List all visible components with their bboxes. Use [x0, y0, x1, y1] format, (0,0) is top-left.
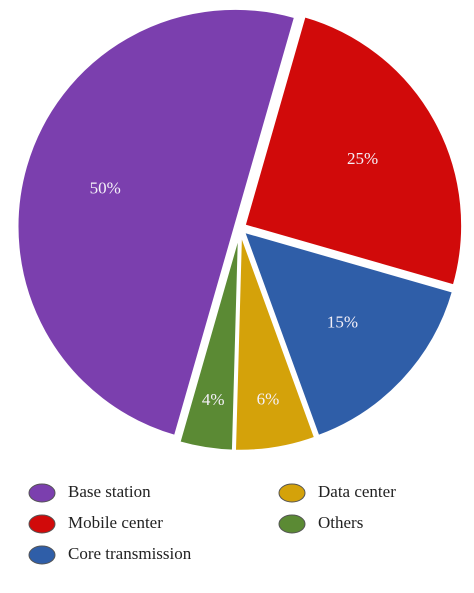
legend-label: Core transmission [68, 544, 192, 563]
pie-slice [15, 7, 297, 438]
legend-swatch [278, 514, 306, 534]
pie-slice [233, 232, 317, 453]
legend-label: Base station [68, 482, 151, 501]
legend-swatch [28, 483, 56, 503]
slice-label: 6% [257, 390, 280, 409]
pie-slice [241, 229, 455, 438]
legend-label: Data center [318, 482, 396, 501]
pie-slice [242, 14, 464, 288]
legend-label: Others [318, 513, 363, 532]
slice-label: 25% [347, 149, 378, 168]
slice-label: 15% [327, 312, 358, 331]
slice-label: 4% [202, 390, 225, 409]
legend-swatch [28, 545, 56, 565]
slice-label: 50% [90, 178, 121, 197]
pie-slice [177, 232, 241, 453]
legend-label: Mobile center [68, 513, 163, 532]
legend-swatch [278, 483, 306, 503]
legend-swatch [28, 514, 56, 534]
